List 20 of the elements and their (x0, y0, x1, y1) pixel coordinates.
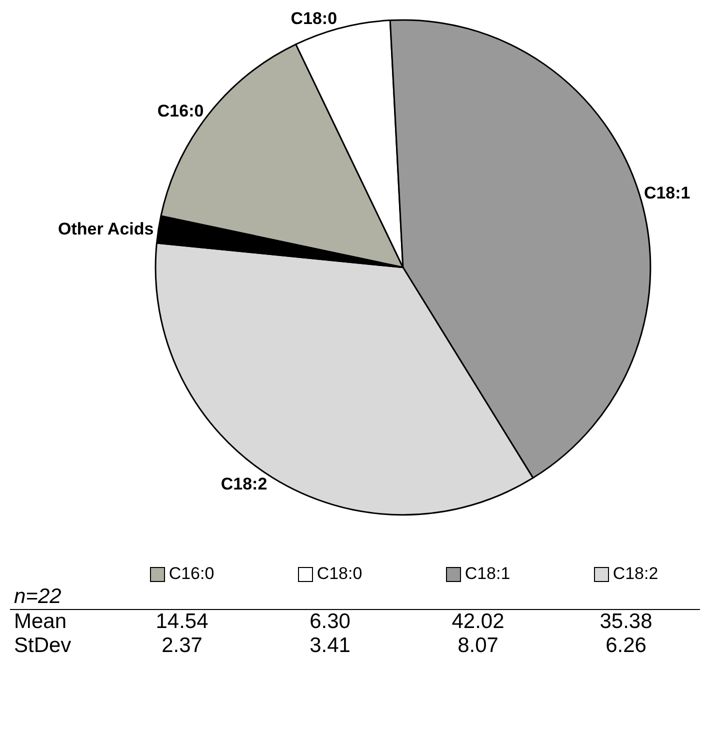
data-label: 6.26 (604, 634, 648, 658)
data-label: 8.07 (456, 634, 500, 658)
data-label: 3.41 (308, 634, 352, 658)
data-label: 42.02 (450, 610, 506, 634)
text: Mean (13, 610, 68, 634)
slice-label: C18:2 (220, 474, 268, 494)
slice-label: C18:0 (290, 9, 338, 28)
category-label: C16:0 (168, 562, 216, 584)
data-label: 6.30 (308, 610, 352, 634)
text: StDev (13, 634, 72, 658)
category-label: C18:0 (316, 562, 364, 584)
category-label: C18:2 (612, 562, 660, 584)
data-label: 14.54 (154, 610, 210, 634)
slice-label: Other Acids (58, 220, 154, 239)
data-label: 35.38 (598, 610, 654, 634)
slice-label: C16:0 (157, 101, 204, 120)
text: n=22 (10, 585, 108, 610)
slice-label: C18:1 (644, 183, 690, 202)
data-label: 2.37 (160, 634, 204, 658)
category-label: C18:1 (464, 562, 512, 584)
